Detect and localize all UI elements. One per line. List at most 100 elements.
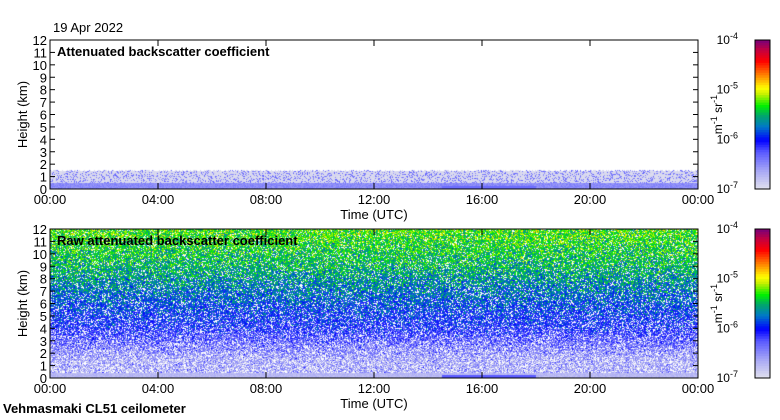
colorbar-segment [755,268,770,272]
colorbar-tick-label: 10-7 [717,369,738,385]
colorbar-segment [755,104,770,108]
colorbar-tick-label: 10-5 [717,270,738,286]
colorbar-segment [755,330,770,334]
colorbar-segment [755,278,770,282]
colorbar-segment [755,136,770,140]
colorbar-segment [755,271,770,275]
y-tick-label: 1 [40,170,47,185]
colorbar-segment [755,102,770,106]
colorbar-segment [755,325,770,329]
colorbar-frame [754,228,771,379]
colorbar-segment [755,134,770,138]
heatmap-image [50,229,698,378]
colorbar-segment [755,373,770,377]
y-tick-label: 0 [40,371,47,386]
colorbar-segment [755,348,770,352]
date-label: 19 Apr 2022 [53,20,124,35]
colorbar-segment [755,119,770,123]
colorbar-segment [755,353,770,357]
colorbar-segment [755,298,770,302]
y-tick-label: 2 [40,157,47,172]
colorbar-segment [755,72,770,76]
colorbar-segment [755,370,770,374]
colorbar-segment [755,54,770,58]
colorbar-segment [755,107,770,111]
x-tick-label: 00:00 [34,192,67,207]
colorbar-segment [755,52,770,56]
x-tick-label: 00:00 [682,381,715,396]
colorbar-segment [755,355,770,359]
colorbar-segment [755,97,770,101]
y-tick-label: 11 [34,45,48,60]
colorbar-segment [755,345,770,349]
colorbar-segment [755,139,770,143]
colorbar-segment [755,116,770,120]
colorbar-segment [755,121,770,125]
y-tick-label: 4 [40,321,47,336]
colorbar-tick-label: 10-4 [717,220,738,236]
colorbar-segment [755,77,770,81]
colorbar-segment [755,62,770,66]
colorbar-segment [755,40,770,43]
y-tick-label: 5 [40,309,47,324]
colorbar-segment [755,47,770,51]
y-tick-label: 6 [40,297,47,312]
y-tick-label: 6 [40,108,47,123]
colorbar-segment [755,166,770,170]
colorbar-segment [755,164,770,168]
colorbar-segment [755,315,770,319]
x-tick-label: 12:00 [358,381,391,396]
colorbar-segment [755,291,770,295]
colorbar-segment [755,276,770,280]
colorbar-segment [755,154,770,158]
x-axis-label: Time (UTC) [340,207,407,222]
y-tick-label: 0 [40,182,47,197]
colorbar-segment [755,159,770,163]
colorbar-segment [755,256,770,260]
colorbar-segment [755,350,770,354]
y-tick-label: 9 [40,70,47,85]
colorbar-segment [755,109,770,113]
colorbar-segment [755,293,770,297]
colorbar-segment [755,248,770,252]
colorbar-segment [755,67,770,71]
colorbar-segment [755,42,770,46]
colorbar-label: m-1 sr-1 [709,95,725,134]
colorbar-segment [755,286,770,290]
colorbar-segment [755,229,770,232]
colorbar-segment [755,246,770,250]
colorbar-segment [755,243,770,247]
instrument-label: Vehmasmaki CL51 ceilometer [3,401,186,416]
colorbar-segment [755,186,770,190]
y-tick-label: 7 [40,95,47,110]
colorbar-segment [755,310,770,314]
colorbar-segment [755,231,770,235]
colorbar-segment [755,82,770,86]
y-tick-label: 8 [40,83,47,98]
colorbar-segment [755,69,770,73]
colorbar-segment [755,181,770,185]
colorbar-segment [755,253,770,257]
y-tick-label: 8 [40,272,47,287]
colorbar-segment [755,333,770,337]
colorbar-segment [755,79,770,83]
x-tick-label: 20:00 [574,381,607,396]
colorbar-segment [755,49,770,53]
colorbar-segment [755,114,770,118]
colorbar-segment [755,281,770,285]
x-tick-label: 04:00 [142,381,175,396]
x-tick-label: 00:00 [34,381,67,396]
colorbar-segment [755,283,770,287]
colorbar-segment [755,126,770,130]
colorbar-segment [755,358,770,362]
x-tick-label: 20:00 [574,192,607,207]
colorbar-segment [755,303,770,307]
colorbar-segment [755,144,770,148]
y-tick-label: 10 [33,58,47,73]
y-tick-label: 12 [33,33,47,48]
x-tick-label: 08:00 [250,381,283,396]
colorbar-segment [755,129,770,133]
colorbar-segment [755,338,770,342]
colorbar-segment [755,340,770,344]
